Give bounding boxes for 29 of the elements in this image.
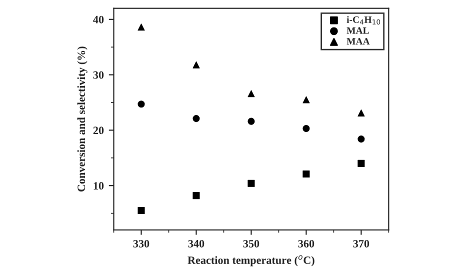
x-axis-title: Reaction temperature ($^{o}$C) bbox=[188, 255, 314, 266]
legend-label: MAA bbox=[346, 38, 370, 45]
point bbox=[358, 110, 365, 117]
point bbox=[192, 61, 200, 68]
y-tick-label: 20 bbox=[93, 126, 104, 134]
point bbox=[302, 125, 310, 132]
point bbox=[138, 24, 145, 31]
x-tick-label: 350 bbox=[243, 240, 260, 248]
y-tick-label: 30 bbox=[93, 71, 104, 79]
x-tick-label: 330 bbox=[133, 240, 150, 248]
point bbox=[302, 96, 310, 104]
x-tick-label: 360 bbox=[298, 240, 314, 248]
y-axis-title: Conversion and selectivity (%) bbox=[77, 46, 88, 192]
x-tick-label: 370 bbox=[353, 240, 370, 248]
y-tick-label: 40 bbox=[93, 16, 104, 24]
point bbox=[302, 170, 310, 178]
point bbox=[138, 207, 145, 214]
y-tick-label: 10 bbox=[94, 182, 104, 190]
legend-label: MAL bbox=[346, 27, 369, 34]
point bbox=[358, 160, 365, 167]
point bbox=[138, 100, 145, 108]
point bbox=[248, 180, 255, 187]
point bbox=[248, 90, 255, 98]
point bbox=[192, 115, 200, 122]
point bbox=[248, 118, 255, 125]
point bbox=[358, 136, 365, 143]
point bbox=[192, 192, 200, 200]
x-tick-label: 340 bbox=[188, 240, 204, 248]
legend-label: i-C$_{4}$H$_{10}$ bbox=[346, 16, 380, 25]
